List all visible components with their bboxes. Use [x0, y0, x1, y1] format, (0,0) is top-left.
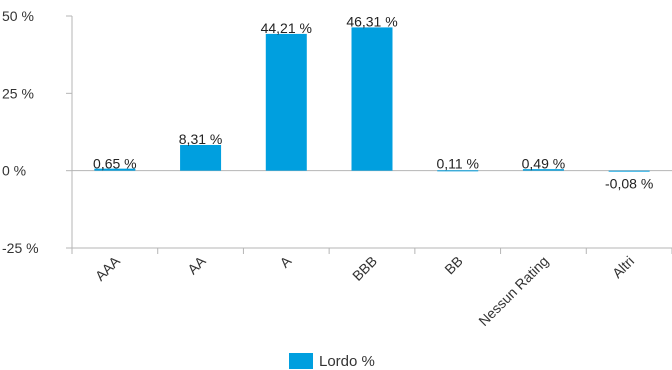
x-tick-label: BB — [441, 253, 466, 278]
x-tick-label: AAA — [92, 252, 124, 284]
y-tick-label: 0 % — [2, 163, 26, 179]
chart-legend: Lordo % — [289, 353, 375, 370]
x-tick-label: Nessun Rating — [475, 253, 551, 329]
bar — [351, 27, 393, 171]
chart-data-labels: 0,65 % 8,31 % 44,21 % 46,31 % 0,11 % 0,49 % -0… — [93, 13, 653, 191]
data-label: 8,31 % — [179, 131, 223, 147]
y-tick-label: -25 % — [2, 240, 39, 256]
x-tick-label: BBB — [349, 253, 380, 284]
bar — [180, 144, 222, 171]
bar — [437, 170, 479, 172]
bar — [94, 168, 136, 171]
bar — [608, 170, 650, 172]
data-label: -0,08 % — [605, 176, 653, 192]
data-label: 0,49 % — [522, 156, 566, 172]
bar — [522, 169, 564, 171]
x-tick-label: Altri — [609, 253, 637, 281]
data-label: 0,65 % — [93, 156, 137, 172]
chart-bars — [94, 27, 650, 172]
y-tick-label: 50 % — [2, 8, 34, 24]
data-label: 46,31 % — [346, 13, 397, 29]
legend-label: Lordo % — [319, 353, 375, 370]
data-label: 0,11 % — [436, 156, 479, 172]
bar — [265, 33, 307, 171]
x-tick-label: A — [276, 252, 294, 270]
y-tick-label: 25 % — [2, 85, 34, 101]
x-tick-label: AA — [184, 252, 209, 277]
data-label: 44,21 % — [261, 20, 312, 36]
legend-swatch — [289, 353, 313, 369]
